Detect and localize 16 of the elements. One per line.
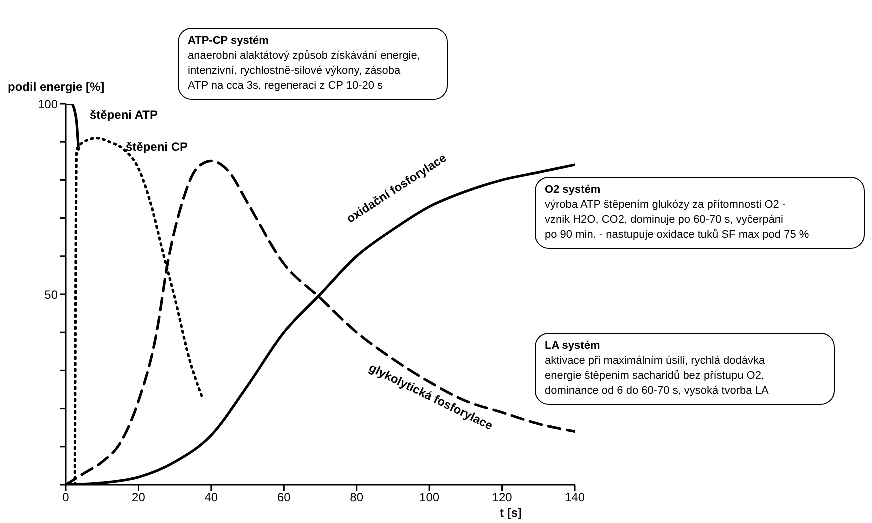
series-label: štěpeni CP: [126, 140, 188, 154]
series-label: štěpeni ATP: [90, 108, 158, 122]
x-tick-label: 60: [277, 490, 292, 505]
x-tick-label: 40: [204, 490, 218, 505]
x-tick-label: 0: [62, 490, 70, 505]
x-tick-label: 20: [132, 490, 146, 505]
x-tick-label: 120: [492, 490, 513, 505]
annotation: O2 systém výroba ATP štěpením glukózy za přítomnosti O2 - vznik H2O, CO2, dominuje po 60-70 s, vyčerpáni po 90 min. - nastupuje oxidace tuků SF max pod 75 %: [545, 183, 810, 243]
x-tick-label: 100: [420, 490, 440, 505]
x-tick-label: 140: [564, 490, 586, 505]
x-axis-title: t [s]: [500, 506, 522, 520]
y-tick-label: 50: [44, 288, 58, 302]
text: ATP-CP systém anaerobni alaktátový způsob získávání energie, intenzivní, rychlostně-silové výkony, zásoba ATP na cca 3s, regeneraci z CP 10-20 s: [188, 34, 422, 94]
annotation: LA systém aktivace při maximálním úsili, rychlá dodávka energie štěpenim sacharidů bez přístupu O2, dominance od 6 do 60-70 s, vysoká tvorba LA: [545, 339, 770, 399]
y-axis-title: podil energie [%]: [8, 80, 105, 94]
x-tick-label: 80: [350, 490, 364, 505]
